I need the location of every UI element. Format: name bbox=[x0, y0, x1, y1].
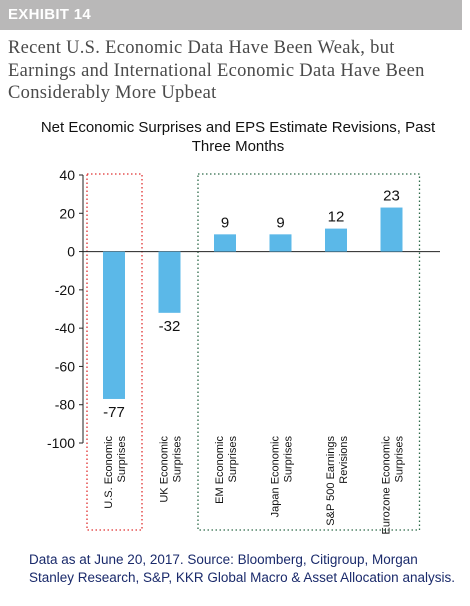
y-tick-label: 40 bbox=[59, 167, 75, 183]
bar bbox=[103, 251, 125, 399]
category-label-line: S&P 500 Earnings bbox=[325, 436, 337, 526]
category-label: S&P 500 Earnings Revisions bbox=[325, 436, 350, 526]
highlight-box-1 bbox=[197, 173, 421, 531]
category-label: UK Economic Surprises bbox=[159, 436, 184, 503]
bar bbox=[325, 228, 347, 252]
bar bbox=[158, 251, 181, 313]
category-label-line: Surprises bbox=[172, 436, 184, 483]
y-tick-label: -60 bbox=[55, 358, 75, 374]
category-label-line: Revisions bbox=[338, 436, 350, 484]
data-label: 9 bbox=[276, 214, 284, 231]
headline: Recent U.S. Economic Data Have Been Weak… bbox=[8, 38, 425, 103]
data-label: -77 bbox=[103, 404, 125, 421]
y-tick-label: -20 bbox=[55, 282, 75, 298]
bar bbox=[380, 207, 403, 252]
bar bbox=[269, 234, 292, 252]
data-label: 12 bbox=[328, 209, 345, 226]
exhibit-label: EXHIBIT 14 bbox=[8, 6, 92, 23]
data-label: 23 bbox=[383, 188, 400, 205]
category-label: EM Economic Surprises bbox=[214, 436, 239, 504]
footnote: Data as at June 20, 2017. Source: Bloomb… bbox=[29, 552, 455, 585]
category-label: U.S. Economic Surprises bbox=[103, 436, 128, 509]
highlight-box-0 bbox=[86, 173, 143, 531]
data-label: -32 bbox=[159, 318, 181, 335]
category-label-line: Japan Economic bbox=[270, 436, 282, 518]
category-label-line: U.S. Economic bbox=[103, 436, 115, 509]
y-tick-label: 20 bbox=[59, 205, 75, 221]
y-tick-label: -80 bbox=[55, 397, 75, 413]
bar bbox=[214, 234, 236, 252]
category-label-line: UK Economic bbox=[159, 436, 171, 503]
exhibit-banner: EXHIBIT 14 bbox=[0, 0, 462, 30]
y-tick-label: 0 bbox=[67, 244, 75, 260]
category-label-line: Surprises bbox=[116, 436, 128, 483]
category-label-line: Eurozone Economic bbox=[381, 436, 393, 535]
y-tick-label: -100 bbox=[47, 435, 75, 451]
data-label: 9 bbox=[221, 214, 229, 231]
category-label: Japan Economic Surprises bbox=[270, 436, 295, 518]
category-label-line: Surprises bbox=[227, 436, 239, 483]
category-label-line: EM Economic bbox=[214, 436, 226, 504]
category-label: Eurozone Economic Surprises bbox=[381, 436, 406, 535]
y-tick-label: -40 bbox=[55, 320, 75, 336]
chart-title: Net Economic Surprises and EPS Estimate … bbox=[40, 119, 436, 155]
category-label-line: Surprises bbox=[283, 436, 295, 483]
category-label-line: Surprises bbox=[394, 436, 406, 483]
